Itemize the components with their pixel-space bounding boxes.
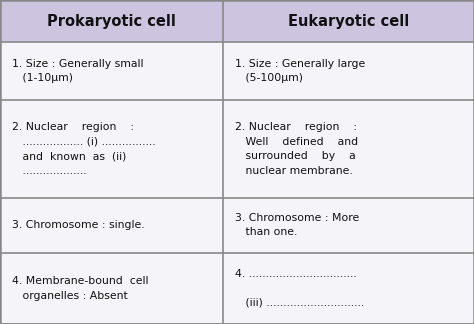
Text: 1. Size : Generally large
   (5-100μm): 1. Size : Generally large (5-100μm)	[235, 59, 365, 84]
Text: 4. Membrane-bound  cell
   organelles : Absent: 4. Membrane-bound cell organelles : Abse…	[12, 276, 148, 301]
Text: 1. Size : Generally small
   (1-10μm): 1. Size : Generally small (1-10μm)	[12, 59, 143, 84]
Text: 2. Nuclear    region    :
   .................. (i) ................
   and  kno: 2. Nuclear region : .................. (…	[12, 122, 155, 176]
Text: 3. Chromosome : More
   than one.: 3. Chromosome : More than one.	[235, 213, 359, 237]
Text: 4. ................................

   (iii) .............................: 4. ................................ (iii…	[235, 269, 364, 308]
Text: Eukaryotic cell: Eukaryotic cell	[288, 14, 409, 29]
Text: 3. Chromosome : single.: 3. Chromosome : single.	[12, 220, 145, 230]
Text: 2. Nuclear    region    :
   Well    defined    and
   surrounded    by    a
   : 2. Nuclear region : Well defined and sur…	[235, 122, 358, 176]
Text: Prokaryotic cell: Prokaryotic cell	[47, 14, 176, 29]
Bar	[0, 0, 474, 42]
